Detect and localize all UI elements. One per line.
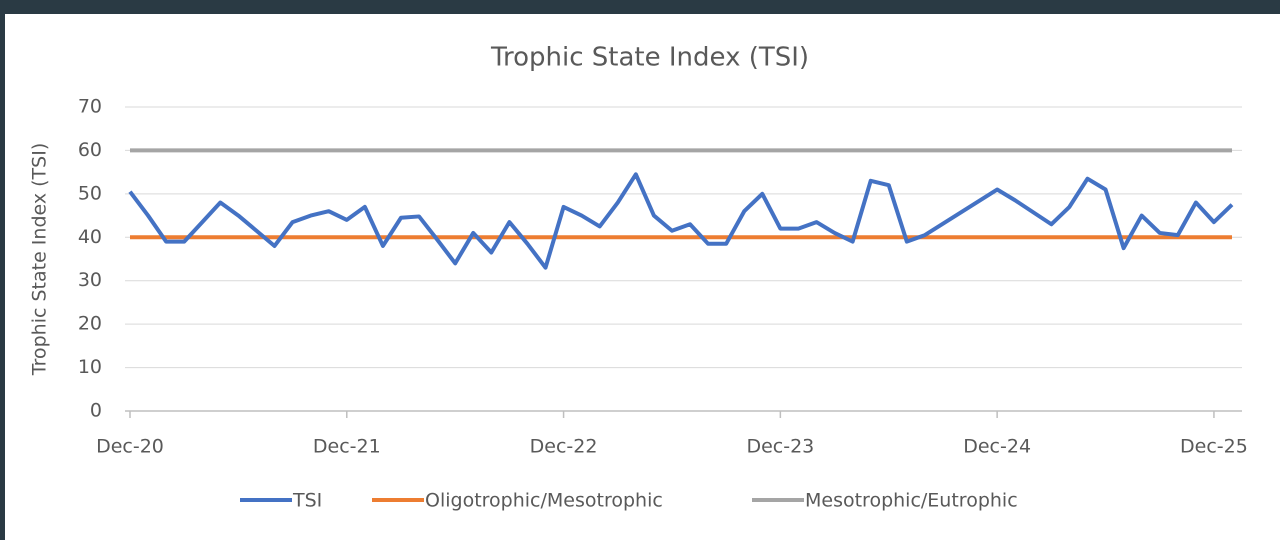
y-tick-label: 30: [78, 269, 102, 291]
legend-label: Mesotrophic/Eutrophic: [805, 490, 1018, 512]
y-tick-label: 10: [78, 356, 102, 378]
y-tick-label: 50: [78, 182, 102, 204]
y-tick-label: 0: [90, 400, 102, 422]
y-axis-label: Trophic State Index (TSI): [29, 143, 51, 376]
chart: Trophic State Index (TSI) Trophic State …: [0, 0, 1280, 540]
y-tick-label: 20: [78, 313, 102, 335]
y-tick-label: 70: [78, 96, 102, 118]
page: Trophic State Index (TSI) Trophic State …: [0, 0, 1280, 540]
y-tick-label: 40: [78, 226, 102, 248]
x-tick-label: Dec-24: [963, 436, 1031, 458]
left-frame: [0, 0, 5, 540]
series-line: [130, 174, 1232, 267]
x-tick-label: Dec-25: [1180, 436, 1248, 458]
top-frame: [0, 0, 1280, 14]
x-tick-label: Dec-20: [96, 436, 164, 458]
chart-title: Trophic State Index (TSI): [490, 43, 809, 73]
y-tick-label: 60: [78, 139, 102, 161]
legend-label: TSI: [292, 490, 322, 512]
x-tick-label: Dec-23: [746, 436, 814, 458]
x-tick-label: Dec-21: [313, 436, 381, 458]
x-tick-label: Dec-22: [530, 436, 598, 458]
legend-label: Oligotrophic/Mesotrophic: [425, 490, 663, 512]
